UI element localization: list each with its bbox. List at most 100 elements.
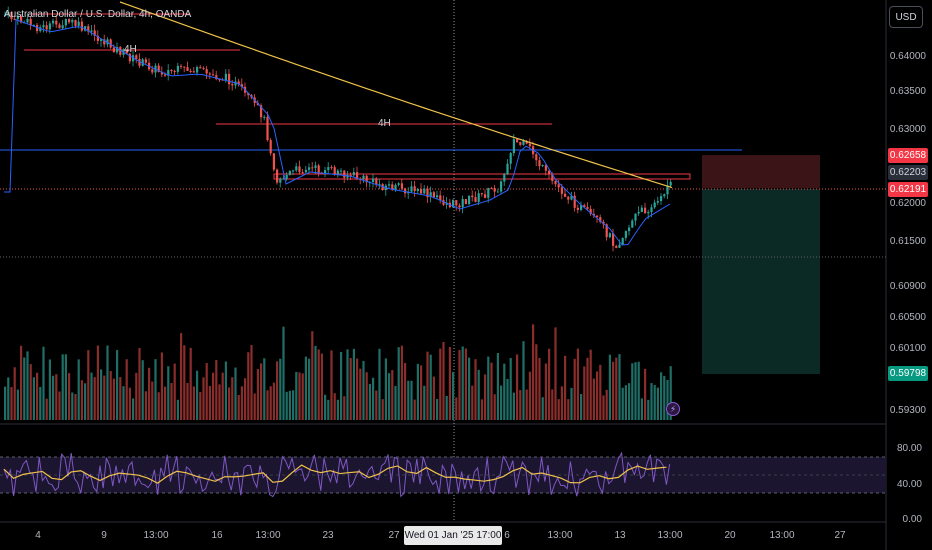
- volume-bar: [368, 383, 371, 420]
- volume-bar: [279, 358, 282, 420]
- candle-body: [68, 18, 71, 23]
- volume-bar: [48, 359, 51, 420]
- volume-bar: [506, 378, 509, 420]
- candle-body: [666, 185, 669, 195]
- candle-body: [295, 166, 298, 171]
- volume-bar: [362, 361, 365, 420]
- rsi-axis-label: 80.00: [896, 443, 922, 454]
- candle-body: [308, 167, 311, 170]
- candle-body: [560, 187, 563, 194]
- candle-body: [186, 67, 189, 71]
- candle-body: [276, 169, 279, 183]
- date-axis-label: 20: [724, 530, 736, 541]
- candle-body: [589, 208, 592, 214]
- candle-body: [375, 178, 378, 185]
- volume-bar: [295, 371, 298, 420]
- candle-body: [612, 233, 615, 246]
- candle-body: [474, 197, 477, 202]
- candle-body: [461, 199, 464, 208]
- volume-bar: [557, 399, 560, 420]
- candle-body: [404, 188, 407, 194]
- candle-body: [480, 193, 483, 195]
- volume-bar: [432, 376, 435, 420]
- candle-body: [7, 11, 10, 15]
- candle-body: [26, 18, 29, 23]
- candle-body: [141, 59, 144, 66]
- candle-body: [304, 169, 307, 173]
- candle-body: [42, 25, 45, 28]
- volume-bar: [375, 390, 378, 420]
- stop-price-tag: 0.62658: [888, 148, 928, 163]
- volume-bar: [311, 331, 314, 420]
- volume-bar: [663, 375, 666, 420]
- volume-bar: [29, 364, 32, 420]
- volume-bar: [599, 364, 602, 420]
- volume-bar: [596, 371, 599, 420]
- volume-bar: [468, 357, 471, 420]
- candle-body: [432, 192, 435, 198]
- candle-body: [167, 69, 170, 76]
- volume-bar: [164, 386, 167, 420]
- price-axis-label: 0.60100: [889, 343, 926, 354]
- candle-body: [269, 140, 272, 154]
- candle-body: [596, 215, 599, 218]
- candle-body: [106, 39, 109, 45]
- volume-bar: [391, 370, 394, 420]
- candle-body: [554, 180, 557, 185]
- volume-bar: [330, 350, 333, 420]
- volume-bar: [103, 375, 106, 420]
- volume-bar: [13, 367, 16, 420]
- current-price-tag: 0.62203: [888, 165, 928, 180]
- currency-button[interactable]: USD: [889, 6, 923, 28]
- candle-body: [240, 84, 243, 87]
- volume-bar: [628, 383, 631, 420]
- volume-bar: [650, 383, 653, 420]
- volume-bar: [125, 359, 128, 420]
- red-level-zone[interactable]: [273, 173, 691, 180]
- candle-body: [426, 188, 429, 198]
- volume-bar: [77, 359, 80, 420]
- candle-body: [567, 196, 570, 200]
- candle-body: [436, 195, 439, 198]
- candle-body: [583, 205, 586, 208]
- volume-bar: [269, 386, 272, 420]
- volume-bar: [266, 390, 269, 420]
- volume-bar: [352, 348, 355, 420]
- candle-body: [29, 18, 32, 26]
- price-axis-label: 0.63000: [889, 124, 926, 135]
- volume-bar: [61, 354, 64, 420]
- volume-bar: [90, 372, 93, 420]
- candle-body: [103, 39, 106, 45]
- volume-bar: [647, 399, 650, 420]
- stop-loss-zone[interactable]: [702, 155, 820, 188]
- timeframe-label: 4H: [124, 44, 137, 55]
- volume-bar: [461, 346, 464, 420]
- volume-bar: [228, 387, 231, 420]
- volume-bar: [455, 397, 458, 420]
- candle-body: [544, 165, 547, 171]
- price-axis-label: 0.62000: [889, 198, 926, 209]
- volume-bar: [160, 352, 163, 420]
- volume-bar: [573, 358, 576, 420]
- date-axis-label: 6: [504, 530, 510, 541]
- volume-bar: [231, 377, 234, 420]
- candle-body: [288, 171, 291, 175]
- candle-body: [87, 26, 90, 32]
- volume-bar: [429, 354, 432, 420]
- volume-bar: [653, 385, 656, 420]
- lightning-icon[interactable]: ⚡: [666, 402, 680, 416]
- candle-body: [509, 153, 512, 164]
- volume-bar: [586, 357, 589, 420]
- candle-body: [231, 84, 234, 86]
- volume-bar: [234, 367, 237, 420]
- symbol-title[interactable]: Australian Dollar / U.S. Dollar, 4h, OAN…: [4, 9, 192, 20]
- candle-body: [647, 211, 650, 214]
- crosshair-date-label: Wed 01 Jan '25 17:00: [404, 526, 502, 545]
- price-axis-label: 0.60500: [889, 312, 926, 323]
- candle-body: [416, 188, 419, 192]
- candle-body: [272, 153, 275, 170]
- take-profit-zone[interactable]: [702, 189, 820, 374]
- volume-bar: [426, 351, 429, 420]
- volume-bar: [212, 372, 215, 420]
